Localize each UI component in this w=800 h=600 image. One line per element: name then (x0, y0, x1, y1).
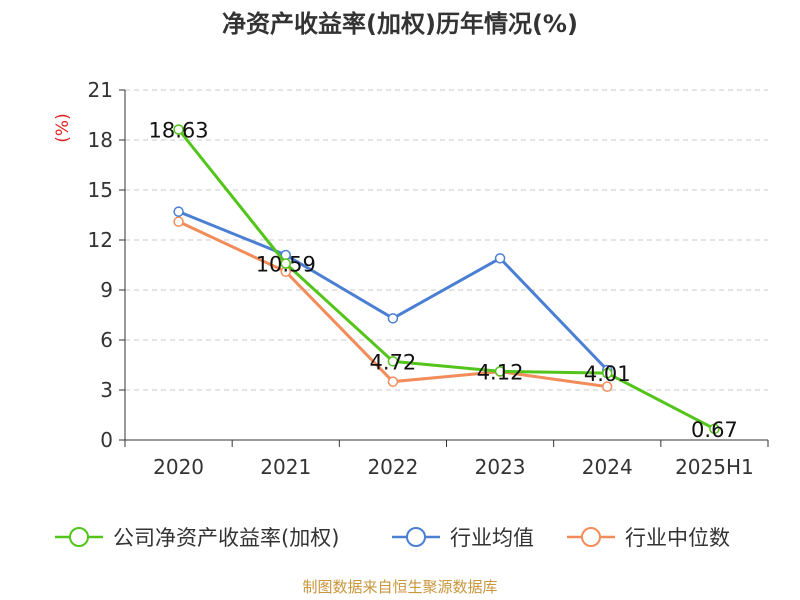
x-tick-label: 2025H1 (675, 455, 754, 479)
data-label: 10.59 (256, 253, 316, 277)
series-point[interactable] (387, 313, 399, 324)
axes: 21 18 15 12 9 6 3 0 2020 2021 2022 2023 2024 2025H1 (88, 78, 769, 479)
series-point[interactable] (173, 216, 184, 227)
series-point[interactable] (173, 124, 184, 135)
grid-lines (125, 89, 768, 391)
legend-label: 公司净资产收益率(加权) (113, 526, 339, 550)
legend-marker (581, 527, 601, 547)
legend-item-0[interactable]: 公司净资产收益率(加权) (55, 526, 339, 550)
y-tick-label: 6 (100, 328, 113, 352)
x-tick-label: 2021 (260, 455, 311, 479)
series-point[interactable] (494, 253, 506, 264)
data-label: 18.63 (149, 119, 209, 143)
series-layer (173, 124, 720, 435)
y-tick-label: 0 (100, 428, 113, 452)
series-point[interactable] (494, 366, 506, 377)
y-tick-label: 21 (88, 78, 113, 102)
data-label: 4.01 (584, 362, 631, 386)
x-tick-label: 2020 (153, 455, 204, 479)
series-line (177, 128, 716, 431)
source-note: 制图数据来自恒生聚源数据库 (302, 578, 497, 596)
data-label: 0.67 (691, 418, 738, 442)
series-point[interactable] (280, 258, 291, 269)
y-tick-label: 12 (88, 228, 113, 252)
series-1 (173, 206, 613, 376)
y-axis-unit: (%) (53, 113, 73, 142)
legend-marker (69, 527, 89, 547)
chart-title: 净资产收益率(加权)历年情况(%) (222, 10, 578, 38)
legend-label: 行业均值 (450, 526, 534, 550)
legend-item-2[interactable]: 行业中位数 (567, 526, 730, 550)
legend-marker (406, 527, 426, 547)
data-labels: 18.63 10.59 4.72 4.12 4.01 0.67 (149, 119, 738, 442)
series-0 (173, 124, 720, 435)
legend-label: 行业中位数 (625, 526, 730, 550)
series-point[interactable] (602, 381, 613, 392)
series-point[interactable] (387, 376, 399, 387)
series-point[interactable] (602, 367, 613, 379)
data-label: 4.72 (370, 350, 417, 374)
y-tick-label: 18 (88, 128, 113, 152)
series-line (178, 210, 609, 372)
x-tick-label: 2024 (582, 455, 633, 479)
legend-item-1[interactable]: 行业均值 (392, 526, 534, 550)
y-tick-label: 9 (100, 278, 113, 302)
data-label: 4.12 (477, 360, 524, 384)
series-point[interactable] (709, 423, 720, 435)
x-tick-label: 2022 (367, 455, 418, 479)
x-tick-label: 2023 (475, 455, 526, 479)
series-point[interactable] (387, 356, 399, 367)
legend[interactable]: 公司净资产收益率(加权) 行业均值 行业中位数 (55, 526, 730, 550)
y-tick-label: 3 (100, 378, 113, 402)
y-tick-label: 15 (88, 178, 113, 202)
series-point[interactable] (173, 206, 184, 217)
